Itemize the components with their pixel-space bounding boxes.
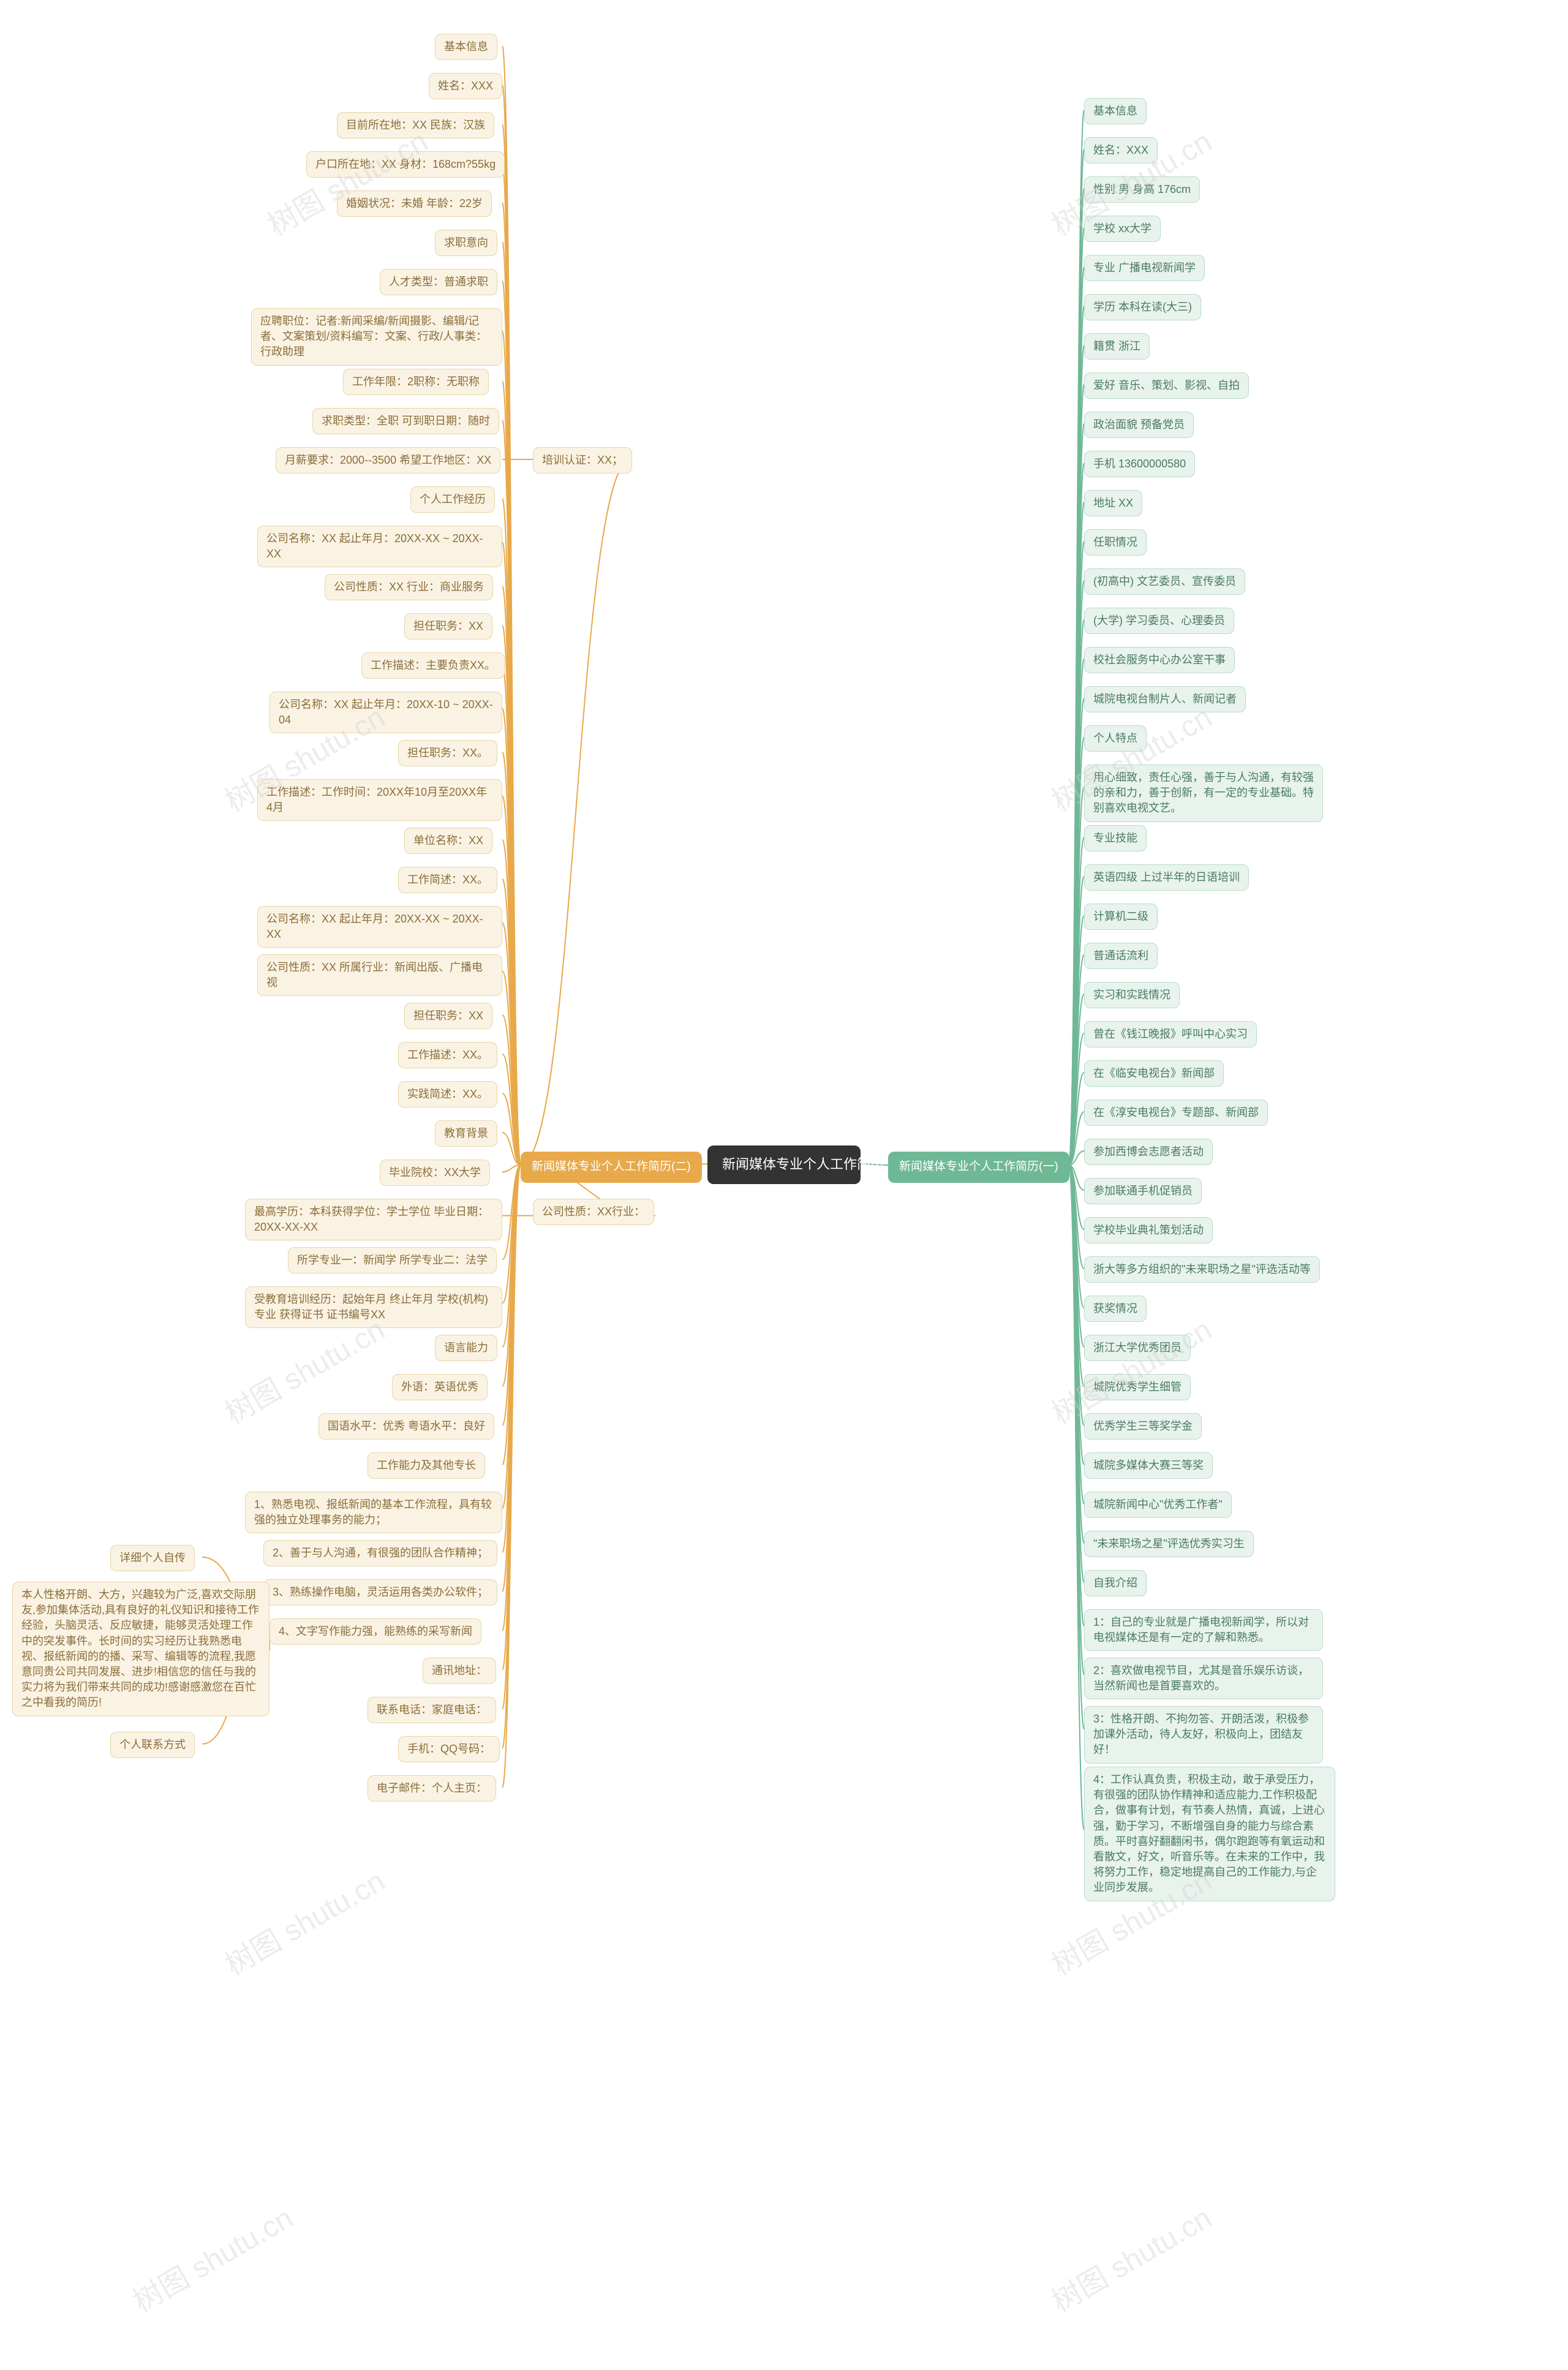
left-leaf-17: 担任职务：XX。 — [398, 740, 497, 766]
left-far-38-1: 本人性格开朗、大方，兴趣较为广泛,喜欢交际朋友,参加集体活动,具有良好的礼仪知识… — [12, 1582, 270, 1716]
left-leaf-36: 2、善于与人沟通，有很强的团队合作精神； — [263, 1540, 497, 1566]
right-leaf-31: 浙江大学优秀团员 — [1084, 1335, 1191, 1361]
right-leaf-10: 地址 XX — [1084, 490, 1142, 516]
left-leaf-42: 电子邮件：个人主页： — [368, 1775, 496, 1802]
left-leaf-28: 最高学历：本科获得学位：学士学位 毕业日期：20XX-XX-XX — [245, 1199, 502, 1240]
right-leaf-11: 任职情况 — [1084, 529, 1147, 556]
left-leaf-24: 工作描述：XX。 — [398, 1042, 497, 1068]
left-far-38-0: 详细个人自传 — [110, 1545, 195, 1571]
branch-right: 新闻媒体专业个人工作简历(一) — [888, 1152, 1069, 1183]
left-leaf-1: 姓名：XXX — [429, 73, 502, 99]
right-leaf-7: 爱好 音乐、策划、影视、自拍 — [1084, 372, 1249, 399]
left-leaf-8: 工作年限：2职称：无职称 — [343, 369, 489, 395]
right-leaf-16: 个人特点 — [1084, 725, 1147, 752]
right-leaf-22: 实习和实践情况 — [1084, 982, 1180, 1008]
right-leaf-15: 城院电视台制片人、新闻记者 — [1084, 686, 1246, 712]
left-leaf-15: 工作描述：主要负责XX。 — [361, 652, 505, 679]
left-leaf-23: 担任职务：XX — [404, 1003, 492, 1029]
left-leaf-5: 求职意向 — [435, 230, 497, 256]
left-leaf-38: 4、文字写作能力强，能熟练的采写新闻 — [270, 1618, 481, 1645]
watermark-8: 树图 shutu.cn — [124, 2194, 300, 2320]
right-leaf-19: 英语四级 上过半年的日语培训 — [1084, 864, 1249, 891]
watermark-9: 树图 shutu.cn — [1042, 2194, 1218, 2320]
right-leaf-3: 学校 xx大学 — [1084, 216, 1161, 242]
left-mid-10-0: 培训认证：XX； — [533, 447, 632, 474]
right-leaf-2: 性别 男 身高 176cm — [1084, 176, 1200, 203]
right-leaf-12: (初高中) 文艺委员、宣传委员 — [1084, 568, 1245, 595]
left-leaf-30: 受教育培训经历：起始年月 终止年月 学校(机构) 专业 获得证书 证书编号XX — [245, 1286, 502, 1328]
left-leaf-4: 婚姻状况：未婚 年龄：22岁 — [337, 191, 492, 217]
right-leaf-23: 曾在《钱江晚报》呼叫中心实习 — [1084, 1021, 1257, 1047]
left-leaf-2: 目前所在地：XX 民族：汉族 — [337, 112, 494, 138]
left-leaf-10: 月薪要求：2000--3500 希望工作地区：XX — [276, 447, 500, 474]
left-leaf-34: 工作能力及其他专长 — [368, 1452, 485, 1479]
left-leaf-21: 公司名称：XX 起止年月：20XX-XX ~ 20XX-XX — [257, 906, 502, 948]
left-leaf-33: 国语水平：优秀 粤语水平：良好 — [318, 1413, 494, 1440]
right-leaf-21: 普通话流利 — [1084, 943, 1158, 969]
right-leaf-35: 城院新闻中心"优秀工作者" — [1084, 1492, 1232, 1518]
right-leaf-37: 自我介绍 — [1084, 1570, 1147, 1596]
left-leaf-35: 1、熟悉电视、报纸新闻的基本工作流程，具有较强的独立处理事务的能力； — [245, 1492, 502, 1533]
watermark-6: 树图 shutu.cn — [216, 1857, 391, 1983]
left-leaf-6: 人才类型：普通求职 — [380, 269, 497, 295]
right-leaf-24: 在《临安电视台》新闻部 — [1084, 1060, 1224, 1087]
right-leaf-29: 浙大等多方组织的"未来职场之星"评选活动等 — [1084, 1256, 1320, 1283]
right-leaf-36: "未来职场之星"评选优秀实习生 — [1084, 1531, 1254, 1557]
right-leaf-32: 城院优秀学生细管 — [1084, 1374, 1191, 1400]
left-leaf-16: 公司名称：XX 起止年月：20XX-10 ~ 20XX-04 — [270, 692, 502, 733]
left-far-38-2: 个人联系方式 — [110, 1732, 195, 1758]
left-leaf-27: 毕业院校：XX大学 — [380, 1160, 490, 1186]
left-leaf-12: 公司名称：XX 起止年月：20XX-XX ~ 20XX-XX — [257, 526, 502, 567]
right-leaf-27: 参加联通手机促销员 — [1084, 1178, 1202, 1204]
left-leaf-7: 应聘职位：记者:新闻采编/新闻摄影、编辑/记者、文案策划/资料编写：文案、行政/… — [251, 308, 502, 366]
right-leaf-13: (大学) 学习委员、心理委员 — [1084, 608, 1234, 634]
right-leaf-6: 籍贯 浙江 — [1084, 333, 1150, 360]
right-leaf-5: 学历 本科在读(大三) — [1084, 294, 1201, 320]
left-leaf-37: 3、熟练操作电脑，灵活运用各类办公软件； — [263, 1579, 497, 1606]
right-leaf-30: 获奖情况 — [1084, 1296, 1147, 1322]
right-leaf-39: 2：喜欢做电视节目，尤其是音乐娱乐访谈，当然新闻也是首要喜欢的。 — [1084, 1658, 1323, 1699]
left-leaf-29: 所学专业一：新闻学 所学专业二：法学 — [288, 1247, 497, 1274]
left-leaf-41: 手机：QQ号码： — [398, 1736, 500, 1762]
left-leaf-14: 担任职务：XX — [404, 613, 492, 640]
right-leaf-9: 手机 13600000580 — [1084, 451, 1195, 477]
left-leaf-0: 基本信息 — [435, 34, 497, 60]
right-leaf-17: 用心细致，责任心强，善于与人沟通，有较强的亲和力，善于创新，有一定的专业基础。特… — [1084, 764, 1323, 822]
left-leaf-3: 户口所在地：XX 身材：168cm?55kg — [306, 151, 505, 178]
right-leaf-25: 在《淳安电视台》专题部、新闻部 — [1084, 1100, 1268, 1126]
right-leaf-33: 优秀学生三等奖学金 — [1084, 1413, 1202, 1440]
left-leaf-39: 通讯地址： — [423, 1658, 496, 1684]
right-leaf-41: 4：工作认真负责，积极主动，敢于承受压力，有很强的团队协作精神和适应能力,工作积… — [1084, 1767, 1335, 1901]
right-leaf-14: 校社会服务中心办公室干事 — [1084, 647, 1235, 673]
right-leaf-4: 专业 广播电视新闻学 — [1084, 255, 1205, 281]
left-leaf-9: 求职类型：全职 可到职日期：随时 — [312, 408, 499, 434]
left-leaf-25: 实践简述：XX。 — [398, 1081, 497, 1108]
left-leaf-18: 工作描述：工作时间：20XX年10月至20XX年4月 — [257, 779, 502, 821]
right-leaf-26: 参加西博会志愿者活动 — [1084, 1139, 1213, 1165]
left-leaf-31: 语言能力 — [435, 1335, 497, 1361]
right-leaf-20: 计算机二级 — [1084, 904, 1158, 930]
root-node: 新闻媒体专业个人工作简历 — [707, 1145, 861, 1184]
right-leaf-0: 基本信息 — [1084, 98, 1147, 124]
left-leaf-22: 公司性质：XX 所属行业：新闻出版、广播电视 — [257, 954, 502, 996]
right-leaf-8: 政治面貌 预备党员 — [1084, 412, 1194, 438]
left-leaf-32: 外语：英语优秀 — [392, 1374, 488, 1400]
left-leaf-20: 工作简述：XX。 — [398, 867, 497, 893]
right-leaf-38: 1：自己的专业就是广播电视新闻学，所以对电视媒体还是有一定的了解和熟悉。 — [1084, 1609, 1323, 1651]
branch-left: 新闻媒体专业个人工作简历(二) — [521, 1152, 702, 1183]
right-leaf-34: 城院多媒体大赛三等奖 — [1084, 1452, 1213, 1479]
left-leaf-26: 教育背景 — [435, 1120, 497, 1147]
left-leaf-40: 联系电话：家庭电话： — [368, 1697, 496, 1723]
left-leaf-11: 个人工作经历 — [410, 486, 495, 513]
left-leaf-13: 公司性质：XX 行业：商业服务 — [325, 574, 493, 600]
right-leaf-40: 3：性格开朗、不拘勿答、开朗活泼，积极参加课外活动，待人友好，积极向上，团结友好… — [1084, 1706, 1323, 1764]
right-leaf-18: 专业技能 — [1084, 825, 1147, 851]
left-mid-28-0: 公司性质：XX行业： — [533, 1199, 654, 1225]
right-leaf-1: 姓名：XXX — [1084, 137, 1158, 164]
right-leaf-28: 学校毕业典礼策划活动 — [1084, 1217, 1213, 1243]
left-leaf-19: 单位名称：XX — [404, 828, 492, 854]
